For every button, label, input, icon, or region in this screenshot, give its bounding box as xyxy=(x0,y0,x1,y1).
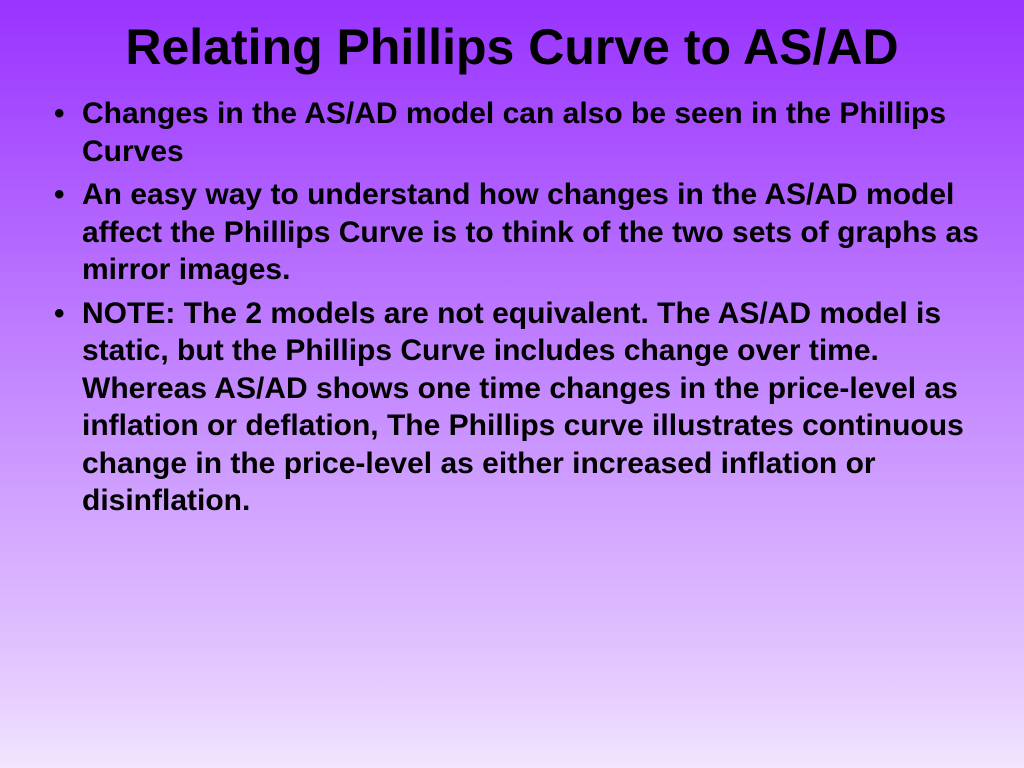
bullet-list: Changes in the AS/AD model can also be s… xyxy=(40,95,984,520)
list-item: Changes in the AS/AD model can also be s… xyxy=(50,95,984,170)
slide-container: Relating Phillips Curve to AS/AD Changes… xyxy=(0,0,1024,768)
list-item: NOTE: The 2 models are not equivalent. T… xyxy=(50,295,984,520)
slide-title: Relating Phillips Curve to AS/AD xyxy=(40,20,984,75)
list-item: An easy way to understand how changes in… xyxy=(50,176,984,289)
